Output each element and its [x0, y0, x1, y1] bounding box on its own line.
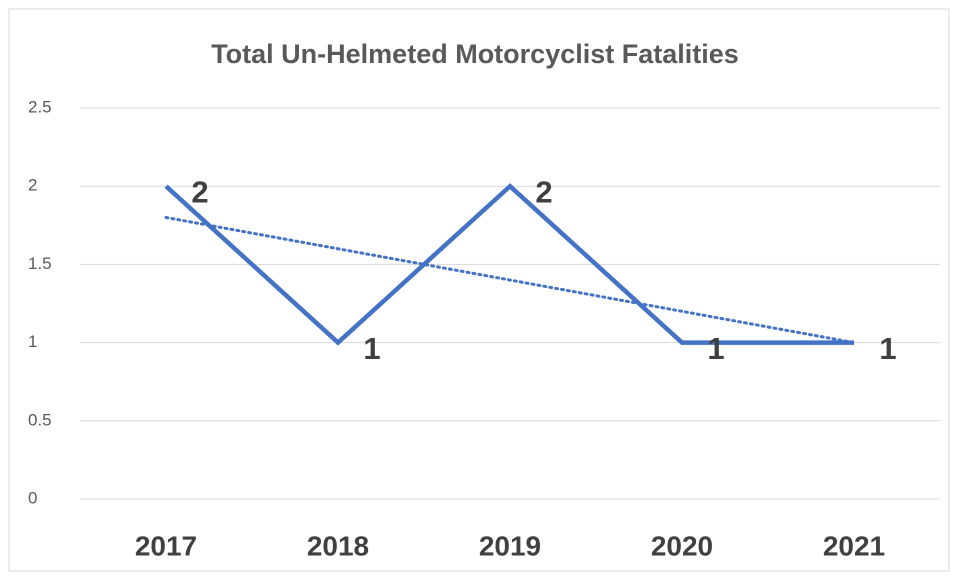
chart-frame [8, 8, 950, 572]
y-tick-label: 1 [28, 332, 37, 351]
y-tick-label: 0 [28, 488, 37, 507]
trendline [164, 215, 856, 345]
y-tick-label: 2.5 [28, 97, 52, 116]
x-tick-label: 2018 [307, 530, 369, 561]
y-tick-label: 2 [28, 176, 37, 195]
y-tick-label: 1.5 [28, 254, 52, 273]
data-label: 1 [707, 331, 724, 366]
x-tick-label: 2021 [823, 530, 885, 561]
data-label: 2 [191, 174, 208, 209]
data-label: 2 [535, 174, 552, 209]
line [164, 183, 854, 346]
x-tick-label: 2019 [479, 530, 541, 561]
x-tick-label: 2017 [135, 530, 197, 561]
x-tick-label: 2020 [651, 530, 713, 561]
y-tick-label: 0.5 [28, 410, 52, 429]
data-label: 1 [363, 331, 380, 366]
data-label: 1 [879, 331, 896, 366]
chart-title: Total Un-Helmeted Motorcyclist Fatalitie… [211, 39, 739, 69]
